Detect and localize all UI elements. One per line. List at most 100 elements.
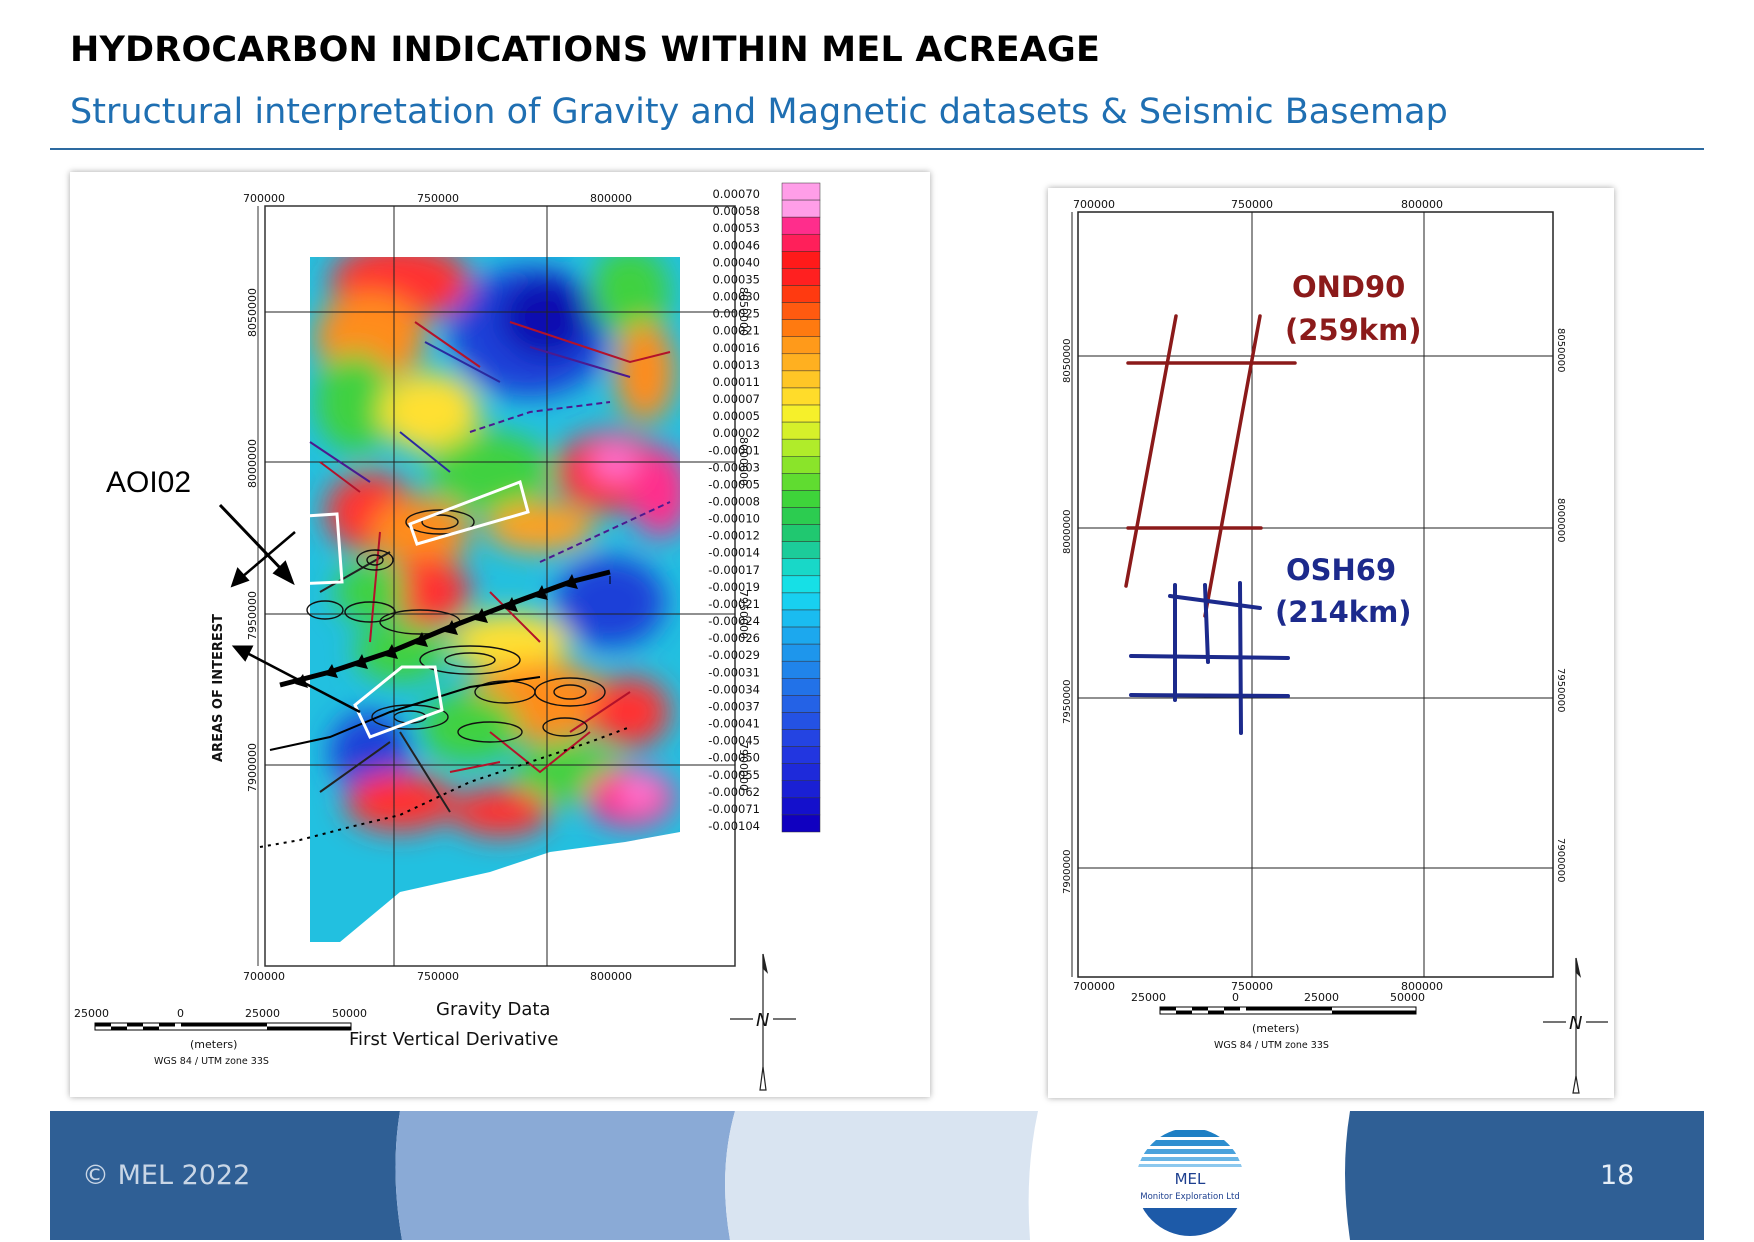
basemap-scale-number-1: 25000 (1131, 991, 1166, 1004)
basemap-top-tick-2: 750000 (1231, 198, 1273, 211)
basemap-left-labels: 8050000 8000000 7950000 7900000 (1062, 338, 1073, 894)
osh69-length: (214km) (1275, 595, 1412, 629)
legend-swatch (781, 370, 821, 389)
legend-swatch (781, 746, 821, 764)
legend-value-label: -0.00024 (708, 614, 760, 628)
legend-value-label: 0.00005 (712, 409, 760, 423)
right-tick-1: 8050000 (737, 287, 750, 336)
legend-swatch (781, 797, 821, 816)
seismic-basemap-figure: OND90 (259km) OSH69 (214km) 700000 75000… (1062, 198, 1608, 1094)
legend-value-label: -0.00029 (708, 648, 760, 662)
legend-value-label: 0.00058 (712, 204, 760, 218)
basemap-scale-number-4: 50000 (1390, 991, 1425, 1004)
basemap-scale-number-2: 0 (1232, 991, 1239, 1004)
footer-background (50, 1111, 1704, 1240)
page-number: 18 (1600, 1160, 1635, 1191)
legend-swatch (781, 695, 821, 713)
map-grid (265, 206, 735, 966)
basemap-bottom-labels: 700000 750000 800000 (1073, 980, 1443, 993)
left-tick-4: 7900000 (246, 743, 259, 792)
legend-value-label: -0.00026 (708, 631, 760, 645)
projection-label: WGS 84 / UTM zone 33S (154, 1056, 269, 1067)
basemap-bottom-tick-1: 700000 (1073, 980, 1115, 993)
seismic-basemap-panel: OND90 (259km) OSH69 (214km) 700000 75000… (1048, 188, 1614, 1098)
ond90-label: OND90 (1292, 270, 1405, 304)
legend-value-label: 0.00007 (712, 392, 760, 406)
legend-swatch (781, 626, 821, 645)
logo-name: MEL (1175, 1170, 1206, 1188)
north-arrow-icon (730, 953, 796, 1091)
legend-swatch (781, 558, 821, 577)
aoi-arrows (218, 503, 361, 714)
legend-value-label: -0.00021 (708, 597, 760, 611)
basemap-scale-bar: 25000 0 25000 50000 (meters) WGS 84 / UT… (1131, 991, 1425, 1051)
legend-value-label: -0.00012 (708, 529, 760, 543)
legend-value-label: -0.00034 (708, 682, 760, 696)
legend-value-label: -0.00003 (708, 460, 760, 474)
top-tick-2: 750000 (417, 192, 459, 205)
legend-swatch (781, 421, 821, 440)
left-tick-2: 8000000 (246, 439, 259, 488)
legend-swatch (781, 507, 821, 525)
legend-value-label: 0.00002 (712, 426, 760, 440)
legend-swatch (781, 541, 821, 559)
legend-swatch (781, 268, 821, 286)
basemap-right-tick-3: 7950000 (1555, 668, 1566, 713)
scale-number-4: 50000 (332, 1007, 367, 1020)
scale-number-2: 0 (177, 1007, 184, 1020)
osh69-label: OSH69 (1286, 553, 1396, 587)
slide-title: HYDROCARBON INDICATIONS WITHIN MEL ACREA… (70, 30, 1101, 70)
footer-band (50, 1111, 1704, 1240)
right-tick-4: 7900000 (737, 742, 750, 791)
legend-swatch (781, 678, 821, 696)
left-tick-1: 8050000 (246, 288, 259, 337)
copyright-text: © MEL 2022 (82, 1160, 251, 1191)
legend-swatch (781, 592, 821, 611)
legend-value-label: -0.00010 (708, 512, 760, 526)
aoi02-label: AOI02 (106, 466, 191, 499)
legend-value-label: -0.00071 (708, 802, 760, 816)
top-tick-1: 700000 (243, 192, 285, 205)
color-legend (781, 182, 821, 833)
legend-value-label: -0.00031 (708, 665, 760, 679)
legend-swatch (781, 353, 821, 372)
title-divider (50, 148, 1704, 150)
basemap-top-labels: 700000 750000 800000 (1073, 198, 1443, 211)
legend-swatch (781, 780, 821, 799)
legend-swatch (781, 643, 821, 662)
top-tick-3: 800000 (590, 192, 632, 205)
legend-value-label: -0.00005 (708, 477, 760, 491)
basemap-right-tick-4: 7900000 (1555, 838, 1566, 883)
legend-swatch (781, 319, 821, 337)
ond90-seismic-lines (1124, 314, 1297, 618)
gravity-map-figure: 8050000 8000000 7950000 7900000 8050000 … (74, 182, 821, 1091)
legend-swatch (781, 199, 821, 218)
basemap-scale-unit: (meters) (1252, 1022, 1299, 1035)
legend-value-label: -0.00017 (708, 563, 760, 577)
legend-value-label: -0.00062 (708, 785, 760, 799)
top-axis-labels: 700000 750000 800000 (243, 192, 632, 205)
legend-swatch (781, 712, 821, 730)
legend-swatch (781, 438, 821, 457)
legend-value-label: 0.00053 (712, 221, 760, 235)
basemap-scale-number-3: 25000 (1304, 991, 1339, 1004)
legend-value-label: 0.00035 (712, 272, 760, 286)
left-tick-3: 7950000 (246, 591, 259, 640)
legend-value-label: 0.00016 (712, 341, 760, 355)
legend-value-label: -0.00104 (708, 819, 760, 833)
legend-swatch (781, 729, 821, 747)
right-tick-3: 7950000 (737, 590, 750, 639)
basemap-left-tick-2: 8000000 (1062, 509, 1073, 554)
legend-swatch (781, 456, 821, 474)
legend-value-label: 0.00011 (712, 375, 760, 389)
color-legend-labels: 0.00070 0.00058 0.00053 0.00046 0.00040 0.000… (708, 187, 760, 833)
scale-unit: (meters) (190, 1038, 237, 1051)
map-frame (257, 205, 736, 967)
legend-value-label: -0.00041 (708, 717, 760, 731)
legend-swatch (781, 387, 821, 406)
basemap-right-labels: 8050000 8000000 7950000 7900000 (1555, 328, 1566, 883)
legend-value-label: -0.00008 (708, 495, 760, 509)
gravity-map-panel: 8050000 8000000 7950000 7900000 8050000 … (70, 172, 930, 1097)
legend-value-label: 0.00040 (712, 255, 760, 269)
legend-swatch (781, 763, 821, 782)
